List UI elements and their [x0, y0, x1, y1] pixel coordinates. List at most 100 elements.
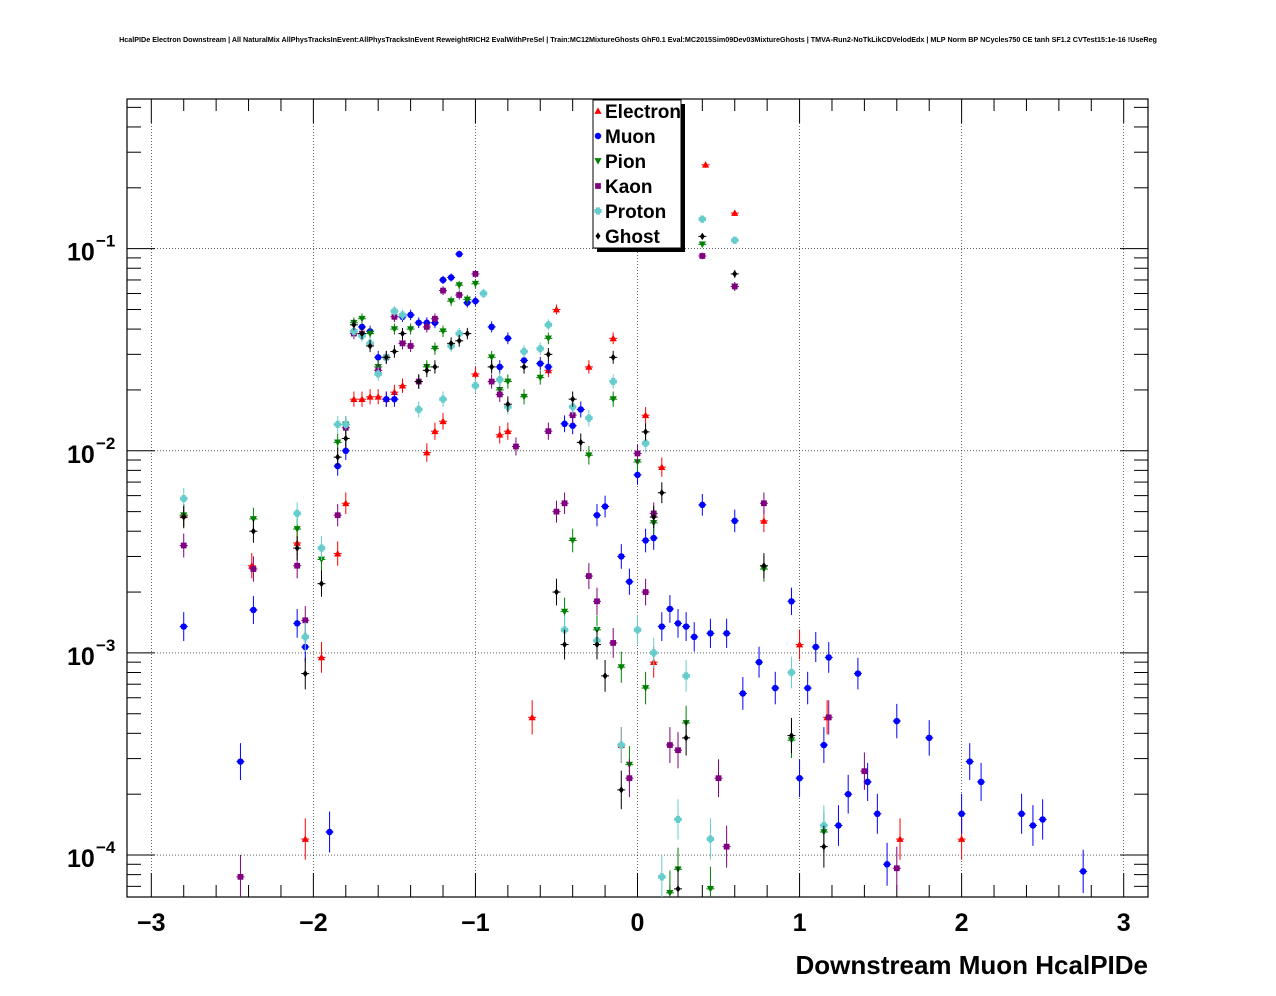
y-tick-base: 10: [67, 239, 95, 267]
x-tick-label: −1: [461, 909, 490, 937]
series-proton: [179, 215, 828, 897]
data-point-kaon: [406, 339, 415, 353]
data-point-muon: [706, 618, 715, 648]
data-point-muon: [674, 609, 683, 638]
data-point-kaon: [759, 492, 768, 515]
data-point-proton: [706, 818, 715, 860]
data-point-muon: [665, 595, 674, 623]
data-point-muon: [544, 360, 553, 374]
data-point-muon: [236, 743, 245, 780]
data-point-proton: [479, 288, 488, 299]
legend-label: Electron: [605, 102, 681, 123]
data-point-proton: [495, 372, 504, 387]
data-point-muon: [406, 309, 415, 321]
data-point-kaon: [511, 437, 520, 456]
y-tick-label: 10 −2: [67, 434, 115, 469]
data-point-muon: [795, 759, 804, 798]
y-tick-base: 10: [67, 845, 95, 873]
data-point-muon: [824, 642, 833, 673]
data-point-kaon: [633, 444, 642, 463]
data-point-ghost: [390, 345, 399, 358]
x-tick-label: 3: [1117, 909, 1131, 937]
data-point-muon: [576, 401, 585, 418]
y-tick-label: 10 −1: [67, 232, 115, 267]
data-point-pion: [706, 866, 715, 897]
data-point-electron: [584, 360, 593, 374]
legend-item-ghost: Ghost: [595, 227, 661, 248]
data-point-proton: [787, 656, 796, 689]
data-point-ghost: [503, 396, 512, 413]
x-axis-title: Downstream Muon HcalPIDe: [795, 950, 1148, 980]
data-point-ghost: [759, 553, 768, 579]
data-point-pion: [357, 313, 366, 325]
legend-marker: [594, 158, 602, 165]
data-point-kaon: [584, 563, 593, 589]
data-point-muon: [495, 360, 504, 374]
data-point-electron: [398, 378, 407, 393]
data-point-pion: [390, 323, 399, 335]
data-point-pion: [698, 241, 707, 248]
axes: −3 −2 −1 0 1 2 310−410−310−210−1: [67, 99, 1148, 937]
data-point-electron: [333, 541, 342, 566]
data-point-muon: [965, 743, 974, 780]
data-point-muon: [447, 273, 456, 282]
data-point-muon: [803, 671, 812, 705]
data-point-muon: [617, 544, 626, 569]
data-point-pion: [439, 325, 448, 337]
data-point-proton: [698, 215, 707, 223]
y-tick-label: 10 −3: [67, 636, 115, 671]
chart-title-group: HcalPIDe Electron Downstream | All Natur…: [119, 35, 1157, 44]
data-point-kaon: [333, 504, 342, 527]
legend-marker: [595, 183, 601, 189]
y-tick-base: 10: [67, 643, 95, 671]
data-point-pion: [617, 651, 626, 683]
data-point-muon: [730, 509, 739, 533]
data-point-proton: [333, 416, 342, 433]
legend-label: Muon: [605, 127, 656, 148]
data-point-muon: [487, 321, 496, 333]
data-point-ghost: [398, 327, 407, 340]
y-tick-base: 10: [67, 441, 95, 469]
data-point-proton: [536, 342, 545, 355]
data-point-electron: [366, 389, 375, 405]
data-point-muon: [592, 504, 601, 527]
data-point-electron: [317, 642, 326, 673]
data-point-pion: [584, 445, 593, 465]
data-point-pion: [609, 391, 618, 407]
data-point-ghost: [341, 429, 350, 448]
series-ghost: [179, 232, 828, 897]
data-point-kaon: [249, 556, 258, 582]
data-point-muon: [471, 296, 480, 306]
data-point-muon: [925, 720, 934, 756]
data-point-electron: [701, 161, 710, 168]
data-point-pion: [568, 528, 577, 553]
data-point-ghost: [414, 374, 423, 389]
data-point-muon: [439, 275, 448, 285]
data-point-muon: [722, 618, 731, 648]
data-point-kaon: [236, 855, 245, 897]
data-point-muon: [738, 677, 747, 710]
data-point-ghost: [366, 339, 375, 353]
data-point-kaon: [471, 269, 480, 278]
data-point-electron: [430, 422, 439, 440]
data-point-proton: [617, 727, 626, 763]
data-point-proton: [374, 367, 383, 381]
data-point-muon: [883, 842, 892, 886]
data-point-kaon: [552, 500, 561, 523]
data-point-ghost: [455, 334, 464, 347]
data-point-muon: [560, 415, 569, 433]
data-point-ghost: [592, 629, 601, 660]
chart-title: HcalPIDe Electron Downstream | All Natur…: [119, 35, 1157, 44]
data-point-muon: [1038, 799, 1047, 840]
data-point-muon: [787, 587, 796, 615]
data-point-muon: [682, 612, 691, 641]
data-point-muon: [892, 703, 901, 739]
data-points: [179, 161, 1088, 897]
data-point-kaon: [439, 286, 448, 296]
data-point-proton: [544, 319, 553, 331]
data-point-kaon: [398, 337, 407, 350]
data-point-electron: [495, 426, 504, 444]
data-point-muon: [455, 250, 464, 258]
data-point-electron: [374, 389, 383, 405]
